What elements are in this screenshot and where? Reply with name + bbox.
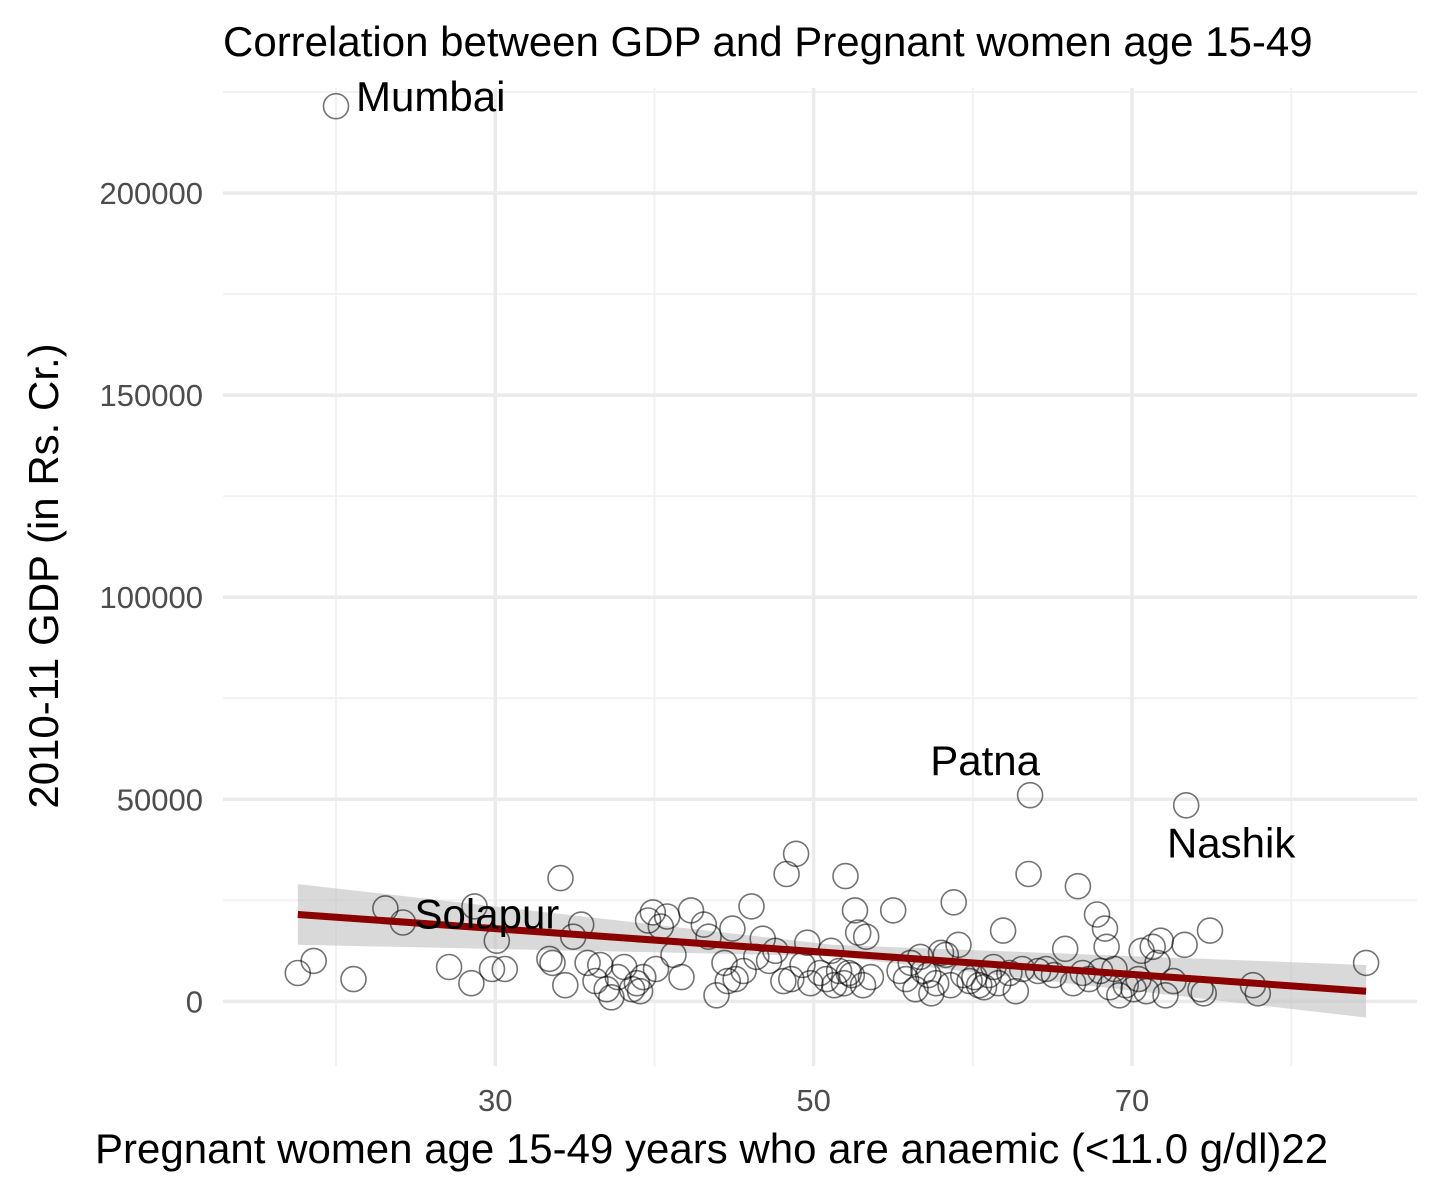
data-point [1091, 915, 1119, 942]
data-point [984, 969, 1012, 997]
point-label-nashik: Nashik [1167, 819, 1296, 866]
data-point [1147, 927, 1174, 955]
data-point [642, 955, 670, 983]
data-point [1196, 917, 1224, 944]
data-point [782, 840, 810, 868]
data-point [695, 923, 722, 951]
data-point [690, 911, 718, 938]
data-point [1015, 860, 1042, 888]
data-point [852, 923, 880, 951]
data-point [1016, 781, 1044, 809]
data-point [797, 969, 824, 997]
data-point [677, 897, 705, 924]
data-point [1152, 981, 1179, 1009]
data-point [832, 862, 859, 890]
y-tick-label: 150000 [100, 378, 203, 413]
data-point [773, 860, 800, 888]
data-points [284, 92, 1380, 1011]
data-point [1083, 901, 1111, 928]
tick-labels: 30 50 70 0 50000 100000 150000 200000 [100, 176, 1150, 1118]
trend-line-path [297, 910, 1367, 995]
x-tick-label: 50 [796, 1083, 830, 1118]
data-point [719, 915, 746, 942]
data-point [284, 959, 312, 987]
data-point [551, 971, 579, 999]
data-point [639, 899, 667, 926]
data-point [849, 971, 877, 999]
data-point [340, 965, 367, 993]
data-point [634, 907, 662, 934]
data-point [793, 929, 821, 957]
data-point [844, 919, 872, 946]
data-point [722, 965, 749, 993]
data-point [965, 971, 993, 999]
data-point [1171, 931, 1198, 959]
data-point [813, 965, 840, 993]
data-point [1139, 933, 1166, 961]
y-tick-label: 200000 [100, 176, 203, 211]
data-point [777, 965, 805, 993]
data-point [461, 893, 488, 920]
data-point [539, 949, 566, 977]
data-point [711, 949, 738, 977]
point-label-mumbai: Mumbai [356, 73, 505, 120]
grid-lines [223, 88, 1417, 1066]
data-point [1064, 872, 1092, 900]
chart-title: Correlation between GDP and Pregnant wom… [223, 18, 1313, 65]
data-point [598, 983, 625, 1011]
data-point [1051, 935, 1079, 963]
data-point [841, 897, 869, 924]
point-label-solapur: Solapur [415, 890, 560, 937]
data-point [547, 864, 574, 892]
data-point [626, 977, 654, 1005]
data-point [892, 965, 920, 993]
data-point [857, 963, 885, 991]
data-point [1040, 961, 1068, 989]
data-point [491, 955, 519, 983]
point-label-patna: Patna [930, 737, 1040, 784]
y-tick-label: 0 [186, 984, 203, 1019]
x-axis-title: Pregnant women age 15-49 years who are a… [95, 1125, 1328, 1172]
data-point [1172, 791, 1200, 819]
data-point [458, 969, 485, 997]
y-tick-label: 50000 [117, 782, 203, 817]
data-point [322, 92, 350, 120]
data-point [1002, 977, 1030, 1005]
point-labels: Mumbai Patna Nashik Solapur [356, 73, 1296, 937]
data-point [574, 949, 601, 977]
x-tick-label: 70 [1115, 1083, 1149, 1118]
data-point [879, 897, 907, 924]
data-point [435, 953, 463, 981]
data-point [945, 931, 972, 959]
data-point [825, 957, 853, 985]
trend-line [297, 910, 1367, 995]
data-point [835, 959, 863, 987]
data-point [668, 963, 695, 991]
data-point [300, 947, 328, 975]
data-point [1352, 949, 1380, 977]
y-axis-title: 2010-11 GDP (in Rs. Cr.) [20, 343, 67, 808]
data-point [478, 955, 506, 983]
data-point [940, 888, 968, 916]
data-point [838, 961, 866, 989]
data-point [536, 945, 563, 973]
data-point [996, 959, 1023, 987]
data-point [703, 981, 730, 1009]
data-point [738, 893, 765, 920]
data-point [927, 939, 955, 967]
data-point [629, 963, 657, 991]
data-point [989, 917, 1017, 944]
y-tick-label: 100000 [100, 580, 203, 615]
data-point [922, 969, 950, 997]
x-tick-label: 30 [478, 1083, 512, 1118]
